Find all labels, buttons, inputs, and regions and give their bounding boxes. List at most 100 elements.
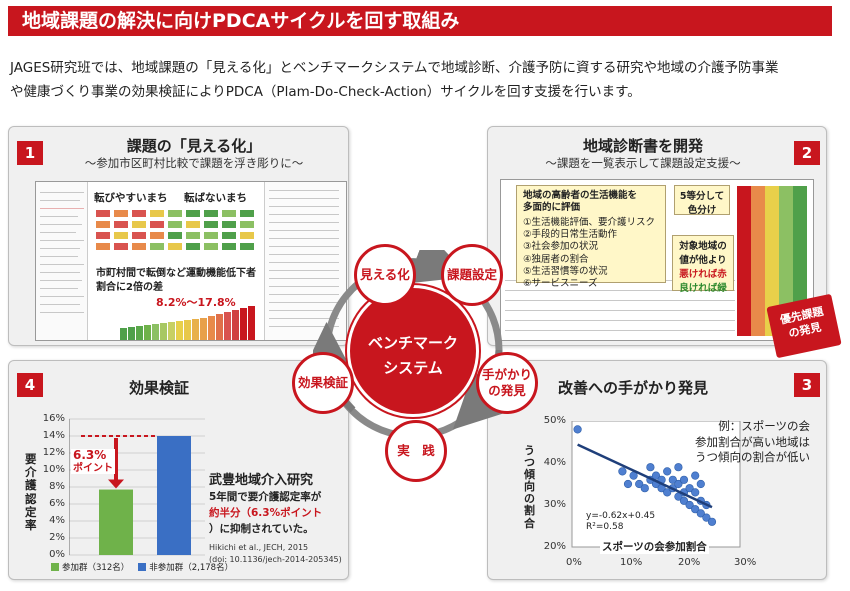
scatter-xtick: 20%	[678, 557, 701, 568]
scatter-point	[707, 517, 717, 526]
callout-item: ⑥サービスニーズ	[523, 278, 598, 290]
screenshot-list	[264, 182, 346, 340]
bar-ylabel: 要介護認定率	[25, 452, 37, 533]
screenshot-sidebar	[36, 182, 88, 340]
difference-label: 6.3% ポイント	[71, 448, 115, 475]
study-title: 武豊地域介入研究	[209, 473, 314, 488]
legend: 参加群（312名） 非参加群（2,178名）	[51, 561, 233, 573]
scatter-xtick: 10%	[620, 557, 643, 568]
node-visualization-label: 見える化	[360, 266, 410, 282]
label-no-fall: 転ばないまち	[184, 192, 247, 204]
legend-nonparticipant: 非参加群（2,178名）	[149, 563, 234, 573]
scatter-xtick: 30%	[734, 557, 757, 568]
panel-number-3: 3	[794, 373, 820, 397]
node-clue-label-1: 手がかり	[481, 366, 532, 382]
scatter-point	[646, 463, 655, 472]
citation-2: (doi: 10.1136/jech-2014-205345)	[209, 555, 342, 564]
scatter-point	[696, 479, 705, 489]
scatter-ylabel: うつ傾向の割合	[524, 444, 535, 530]
node-effect-label: 効果検証	[297, 374, 348, 390]
bar-ytick: 6%	[49, 498, 65, 509]
benchmark-system-hub: ベンチマーク システム	[347, 285, 479, 417]
citation-1: Hikichi et al., JECH, 2015	[209, 543, 309, 552]
scatter-point	[691, 505, 700, 514]
grading-line-2: 色分け	[687, 205, 717, 216]
comparison-callout: 対象地域の 値が他より 悪ければ赤 良ければ緑	[672, 235, 734, 294]
scatter-point	[691, 488, 700, 497]
regression-annotation: y=-0.62x+0.45 R²=0.58	[586, 511, 655, 533]
bar-ytick: 14%	[42, 430, 65, 441]
panel2-subtitle: ～課題を一覧表示して課題設定支援～	[545, 156, 741, 170]
panel-number-4: 4	[17, 373, 43, 397]
node-practice-label: 実 践	[397, 442, 435, 458]
label-easy-fall: 転びやすいまち	[94, 192, 168, 204]
scatter-xtick: 0%	[566, 557, 582, 568]
panel1-title: 課題の「見える化」	[126, 137, 262, 155]
scatter-ytick: 20%	[543, 541, 566, 552]
node-effect-verification: 効果検証	[292, 352, 354, 414]
legend-swatch-green	[51, 563, 59, 571]
note-line-2: 割合に2倍の差	[96, 282, 163, 293]
panel-visualization: 1 課題の「見える化」 ～参加市区町村比較で課題を浮き彫りに～ 転びやすいまち …	[8, 126, 349, 346]
fall-rate-grid	[96, 210, 254, 250]
scatter-ytick: 50%	[543, 415, 566, 426]
panel-effect-verification: 4 効果検証 要介護認定率 16% 14% 12% 10% 8% 6% 4% 2…	[8, 360, 349, 580]
scatter-point	[663, 467, 672, 476]
scatter-point	[685, 484, 694, 493]
scatter-xlabel: スポーツの会参加割合	[600, 539, 709, 554]
bar-ytick: 16%	[42, 413, 65, 424]
study-line-1: 5年間で要介護認定率が	[209, 491, 322, 503]
scatter-point	[691, 471, 700, 480]
scatter-point	[702, 513, 711, 522]
bar-1	[157, 436, 191, 555]
callout-item: ⑤生活習慣等の状況	[523, 266, 608, 278]
scatter-point	[674, 463, 683, 472]
callout-item: ①生活機能評価、要介護リスク	[523, 216, 656, 228]
bar-ytick: 10%	[42, 464, 65, 475]
scatter-point	[635, 479, 644, 489]
panel-clue-discovery: 改善への手がかり発見 3 うつ傾向の割合 50% 40% 30% 20% スポー…	[487, 360, 827, 580]
panel-number-1: 1	[17, 141, 43, 165]
study-line-2: 約半分（6.3%ポイント	[209, 507, 323, 519]
difference-value: 6.3%	[73, 448, 107, 462]
node-issue-label: 課題設定	[446, 266, 497, 282]
intro-text-line1: JAGES研究班では、地域課題の「見える化」とベンチマークシステムで地域診断、介…	[10, 60, 779, 76]
hub-line-1: ベンチマーク	[367, 334, 458, 352]
regression-line	[577, 443, 713, 509]
panel1-subtitle: ～参加市区町村比較で課題を浮き彫りに～	[84, 156, 304, 170]
comparison-line-1: 対象地域の	[679, 241, 727, 252]
scatter-ytick: 40%	[543, 457, 566, 468]
legend-swatch-blue	[138, 563, 147, 571]
node-issue-setting: 課題設定	[441, 244, 503, 306]
node-clue-discovery: 手がかり の発見	[476, 352, 538, 414]
page-title: 地域課題の解決に向けPDCAサイクルを回す取組み	[8, 6, 832, 36]
node-practice: 実 践	[385, 420, 447, 482]
difference-arrow-head	[108, 479, 124, 489]
regression-r2: R²=0.58	[586, 521, 624, 532]
intro-text-line2: や健康づくり事業の効果検証によりPDCA（Plam-Do-Check-Actio…	[10, 84, 641, 100]
evaluation-callout: 地域の高齢者の生活機能を 多面的に評価 ①生活機能評価、要介護リスク ②手段的日…	[516, 185, 666, 289]
callout-item: ④独居者の割合	[523, 253, 589, 265]
comparison-line-2: 値が他より	[679, 255, 727, 266]
panel3-title: 改善への手がかり発見	[557, 379, 708, 397]
hub-line-2: システム	[383, 359, 443, 377]
panel-number-2: 2	[794, 141, 820, 165]
callout-item: ②手段的日常生活動作	[523, 229, 618, 241]
scatter-point	[663, 488, 672, 497]
node-visualization: 見える化	[354, 244, 416, 306]
bar-ytick: 12%	[42, 447, 65, 458]
callout-head-1: 地域の高齢者の生活機能を	[523, 190, 638, 201]
ranked-bar-strip	[120, 306, 255, 340]
panel4-title: 効果検証	[128, 379, 189, 397]
sports-depression-scatter	[571, 421, 741, 548]
bar-0	[99, 489, 133, 555]
difference-unit: ポイント	[73, 462, 113, 474]
scatter-point	[668, 475, 677, 484]
scatter-point	[685, 500, 694, 510]
example-note: 例：スポーツの会 参加割合が高い地域は うつ傾向の割合が低い	[668, 419, 810, 466]
legend-participant: 参加群（312名）	[62, 563, 130, 573]
callout-head-2: 多面的に評価	[523, 202, 581, 214]
scatter-point	[640, 484, 649, 493]
bar-ytick: 2%	[49, 532, 65, 543]
scatter-point	[651, 471, 661, 480]
